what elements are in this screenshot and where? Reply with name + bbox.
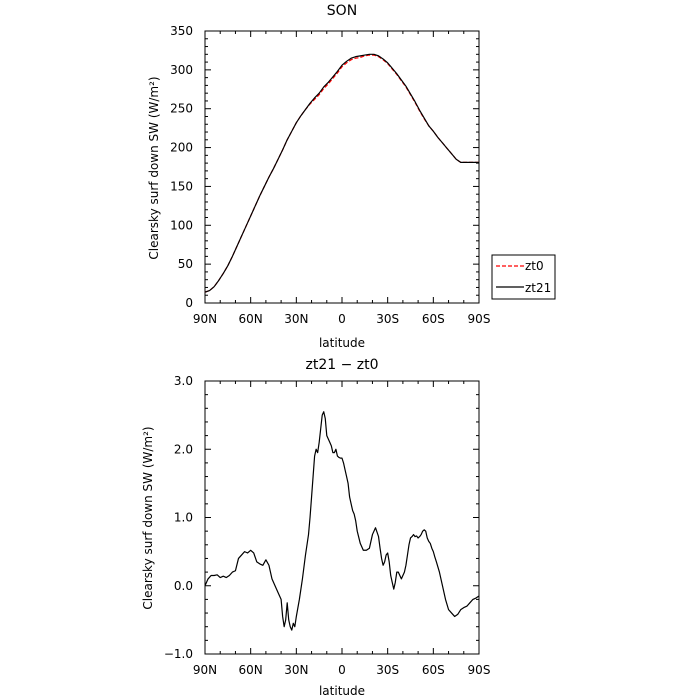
bottom-panel-difference: zt21 − zt0 latitude Clearsky surf down S… bbox=[141, 357, 490, 698]
top-y-tick-label: 300 bbox=[170, 63, 193, 77]
bottom-plot-frame bbox=[204, 380, 480, 655]
top-y-tick-label: 100 bbox=[170, 218, 193, 232]
top-legend-label-zt0: zt0 bbox=[525, 259, 544, 273]
top-y-axis-label: Clearsky surf down SW (W/m²) bbox=[147, 76, 161, 259]
top-x-tick-label: 60S bbox=[422, 312, 445, 326]
top-legend: zt0 zt21 bbox=[491, 254, 556, 300]
bottom-y-tick-label: 2.0 bbox=[174, 442, 193, 456]
top-y-tick-label: 150 bbox=[170, 179, 193, 193]
bottom-y-tick-label: 0.0 bbox=[174, 579, 193, 593]
top-y-tick-label: 50 bbox=[178, 257, 193, 271]
top-series-line-zt21 bbox=[204, 53, 479, 293]
top-x-axis-label: latitude bbox=[319, 336, 365, 350]
bottom-x-tick-label: 90S bbox=[468, 663, 491, 677]
top-x-tick-label: 30S bbox=[376, 312, 399, 326]
bottom-x-tick-label: 30N bbox=[284, 663, 308, 677]
top-chart-title: SON bbox=[327, 3, 357, 19]
bottom-x-tick-label: 0 bbox=[338, 663, 346, 677]
bottom-y-tick-label: 3.0 bbox=[174, 374, 193, 388]
top-y-tick-label: 0 bbox=[185, 296, 193, 310]
top-legend-label-zt21: zt21 bbox=[525, 281, 551, 295]
top-x-tick-label: 90N bbox=[193, 312, 217, 326]
bottom-x-tick-label: 90N bbox=[193, 663, 217, 677]
top-plot-frame bbox=[204, 30, 480, 304]
top-y-tick-label: 250 bbox=[170, 102, 193, 116]
top-x-tick-label: 90S bbox=[468, 312, 491, 326]
bottom-x-tick-label: 60S bbox=[422, 663, 445, 677]
top-legend-box bbox=[491, 254, 556, 300]
bottom-y-tick-label: 1.0 bbox=[174, 511, 193, 525]
bottom-y-axis-label: Clearsky surf down SW (W/m²) bbox=[141, 426, 155, 609]
top-series-line-zt0 bbox=[204, 54, 479, 293]
bottom-series-line-zt21-zt0 bbox=[204, 411, 480, 631]
bottom-x-tick-label: 30S bbox=[376, 663, 399, 677]
bottom-x-tick-label: 60N bbox=[239, 663, 263, 677]
top-x-tick-label: 30N bbox=[284, 312, 308, 326]
bottom-x-axis-label: latitude bbox=[319, 684, 365, 698]
bottom-chart-title: zt21 − zt0 bbox=[305, 357, 378, 373]
top-y-tick-label: 350 bbox=[170, 24, 193, 38]
top-panel-son: SON latitude Clearsky surf down SW (W/m²… bbox=[147, 3, 556, 350]
top-y-tick-label: 200 bbox=[170, 141, 193, 155]
top-x-tick-label: 60N bbox=[239, 312, 263, 326]
bottom-y-tick-label: −1.0 bbox=[164, 647, 193, 661]
top-x-tick-label: 0 bbox=[338, 312, 346, 326]
